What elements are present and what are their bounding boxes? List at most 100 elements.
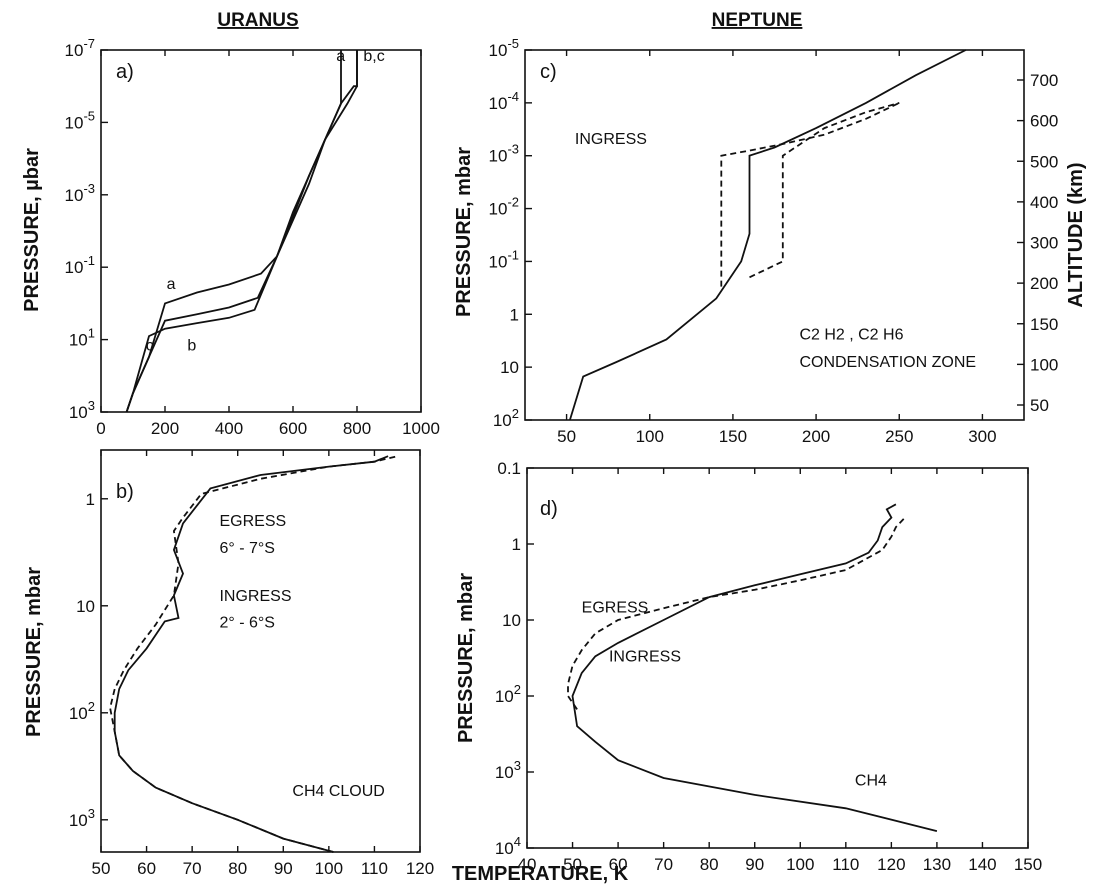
y-tick-label-d: 102 bbox=[495, 682, 521, 706]
x-tick-label-d: 140 bbox=[968, 855, 996, 874]
annotation-a: c bbox=[146, 337, 154, 354]
y2-tick-label-c: 300 bbox=[1030, 234, 1058, 253]
y-axis-label-d: PRESSURE, mbar bbox=[455, 573, 477, 743]
y-axis-label-c: PRESSURE, mbar bbox=[453, 147, 475, 317]
annotation-c: INGRESS bbox=[575, 131, 647, 148]
y2-tick-label-c: 700 bbox=[1030, 71, 1058, 90]
annotation-a: a bbox=[167, 276, 176, 293]
annotation-a: b bbox=[187, 337, 196, 354]
annotation-c: C2 H2 , C2 H6 bbox=[799, 327, 903, 344]
x-tick-label-a: 800 bbox=[343, 419, 371, 438]
x-tick-label-d: 50 bbox=[563, 855, 582, 874]
x-tick-label-a: 0 bbox=[96, 419, 105, 438]
annotation-b: 2° - 6°S bbox=[219, 615, 274, 632]
series-line-a-c bbox=[125, 50, 358, 413]
y-tick-label-d: 10 bbox=[502, 611, 521, 630]
header-uranus: URANUS bbox=[217, 10, 298, 31]
y-tick-label-a: 10-5 bbox=[65, 108, 95, 132]
y-tick-label-c: 10-2 bbox=[489, 195, 519, 219]
annotation-a: a bbox=[336, 48, 345, 65]
annotation-d: INGRESS bbox=[609, 648, 681, 665]
plot-frame-c bbox=[524, 49, 1025, 421]
x-tick-label-b: 110 bbox=[361, 859, 388, 878]
panel-d: 40 50 60 70 80 90 100 110 120 130 140 1500.11101021… bbox=[455, 459, 1042, 874]
x-tick-label-b: 100 bbox=[315, 859, 343, 878]
x-tick-label-d: 80 bbox=[700, 855, 719, 874]
y-tick-label-a: 10-3 bbox=[65, 181, 95, 205]
y-tick-label-b: 103 bbox=[69, 806, 95, 830]
x-tick-label-d: 90 bbox=[745, 855, 764, 874]
y-tick-label-b: 102 bbox=[69, 699, 95, 723]
annotation-b: EGRESS bbox=[219, 513, 286, 530]
plot-frame-d bbox=[526, 467, 1029, 849]
annotation-c: CONDENSATION ZONE bbox=[799, 354, 976, 371]
x-tick-label-b: 60 bbox=[137, 859, 156, 878]
y-tick-label-c: 10-5 bbox=[489, 36, 519, 60]
x-tick-label-d: 130 bbox=[923, 855, 951, 874]
y-axis-label-a: PRESSURE, µbar bbox=[21, 148, 43, 312]
y-tick-label-a: 10-7 bbox=[65, 36, 95, 60]
y2-axis-label-c: ALTITUDE (km) bbox=[1065, 162, 1087, 307]
panel-c: 50 100 150 200 250 300 10-5 10-4 10-3 10-2 10-1 1 10… bbox=[453, 36, 1087, 446]
x-tick-label-b: 120 bbox=[406, 859, 434, 878]
plot-frame-a bbox=[100, 49, 422, 413]
x-tick-label-c: 50 bbox=[557, 427, 576, 446]
annotation-a: b,c bbox=[363, 48, 384, 65]
shared-xlabel: TEMPERATURE, K bbox=[452, 863, 629, 885]
x-tick-label-d: 110 bbox=[832, 855, 859, 874]
x-tick-label-c: 200 bbox=[802, 427, 830, 446]
x-tick-label-b: 80 bbox=[228, 859, 247, 878]
x-tick-label-d: 60 bbox=[609, 855, 628, 874]
x-tick-label-c: 300 bbox=[968, 427, 996, 446]
y-tick-label-d: 1 bbox=[512, 535, 521, 554]
annotation-d: CH4 bbox=[855, 772, 887, 789]
y2-tick-label-c: 150 bbox=[1030, 315, 1058, 334]
annotation-b: CH4 CLOUD bbox=[292, 783, 384, 800]
x-tick-label-d: 100 bbox=[786, 855, 814, 874]
panel-label-b: b) bbox=[116, 481, 134, 503]
annotation-d: EGRESS bbox=[582, 600, 649, 617]
x-tick-label-b: 90 bbox=[274, 859, 293, 878]
annotation-b: INGRESS bbox=[219, 588, 291, 605]
y2-tick-label-c: 50 bbox=[1030, 396, 1049, 415]
y2-tick-label-c: 500 bbox=[1030, 152, 1058, 171]
y-tick-label-a: 101 bbox=[69, 326, 95, 350]
x-tick-label-d: 150 bbox=[1014, 855, 1042, 874]
series-line-b-ingress bbox=[113, 455, 389, 853]
y-tick-label-c: 10-4 bbox=[489, 89, 519, 113]
series-line-c-upper bbox=[749, 102, 900, 279]
x-tick-label-b: 50 bbox=[92, 859, 111, 878]
y-tick-label-d: 103 bbox=[495, 758, 521, 782]
x-tick-label-b: 70 bbox=[183, 859, 202, 878]
series-line-a-b bbox=[125, 50, 358, 413]
y-tick-label-c: 10 bbox=[500, 358, 519, 377]
plot-frame-b bbox=[100, 449, 421, 853]
y2-tick-label-c: 600 bbox=[1030, 112, 1058, 131]
y-tick-label-b: 10 bbox=[76, 597, 95, 616]
y-axis-label-b: PRESSURE, mbar bbox=[23, 567, 45, 737]
x-tick-label-a: 400 bbox=[215, 419, 243, 438]
x-tick-label-c: 250 bbox=[885, 427, 913, 446]
x-tick-label-c: 100 bbox=[636, 427, 664, 446]
x-tick-label-a: 200 bbox=[151, 419, 179, 438]
x-tick-label-d: 70 bbox=[654, 855, 673, 874]
y2-tick-label-c: 100 bbox=[1030, 355, 1058, 374]
annotation-b: 6° - 7°S bbox=[219, 540, 274, 557]
series-line-c-lower bbox=[720, 102, 900, 287]
series-line-d-egress bbox=[567, 516, 906, 710]
y-tick-label-b: 1 bbox=[86, 490, 95, 509]
y-tick-label-a: 103 bbox=[69, 398, 95, 422]
x-tick-label-d: 40 bbox=[518, 855, 537, 874]
y-tick-label-c: 10-1 bbox=[489, 247, 519, 271]
panel-a: 0 200 400 600 800 1000 10-7 10-5 10-3 10-1 101 103 P… bbox=[21, 36, 440, 438]
y-tick-label-c: 10-3 bbox=[489, 142, 519, 166]
y2-tick-label-c: 400 bbox=[1030, 193, 1058, 212]
header-neptune: NEPTUNE bbox=[712, 10, 803, 31]
y-tick-label-a: 10-1 bbox=[65, 253, 95, 277]
y-tick-label-d: 0.1 bbox=[497, 459, 521, 478]
y2-tick-label-c: 200 bbox=[1030, 274, 1058, 293]
series-line-c-ingress bbox=[569, 49, 967, 421]
x-tick-label-a: 1000 bbox=[402, 419, 440, 438]
